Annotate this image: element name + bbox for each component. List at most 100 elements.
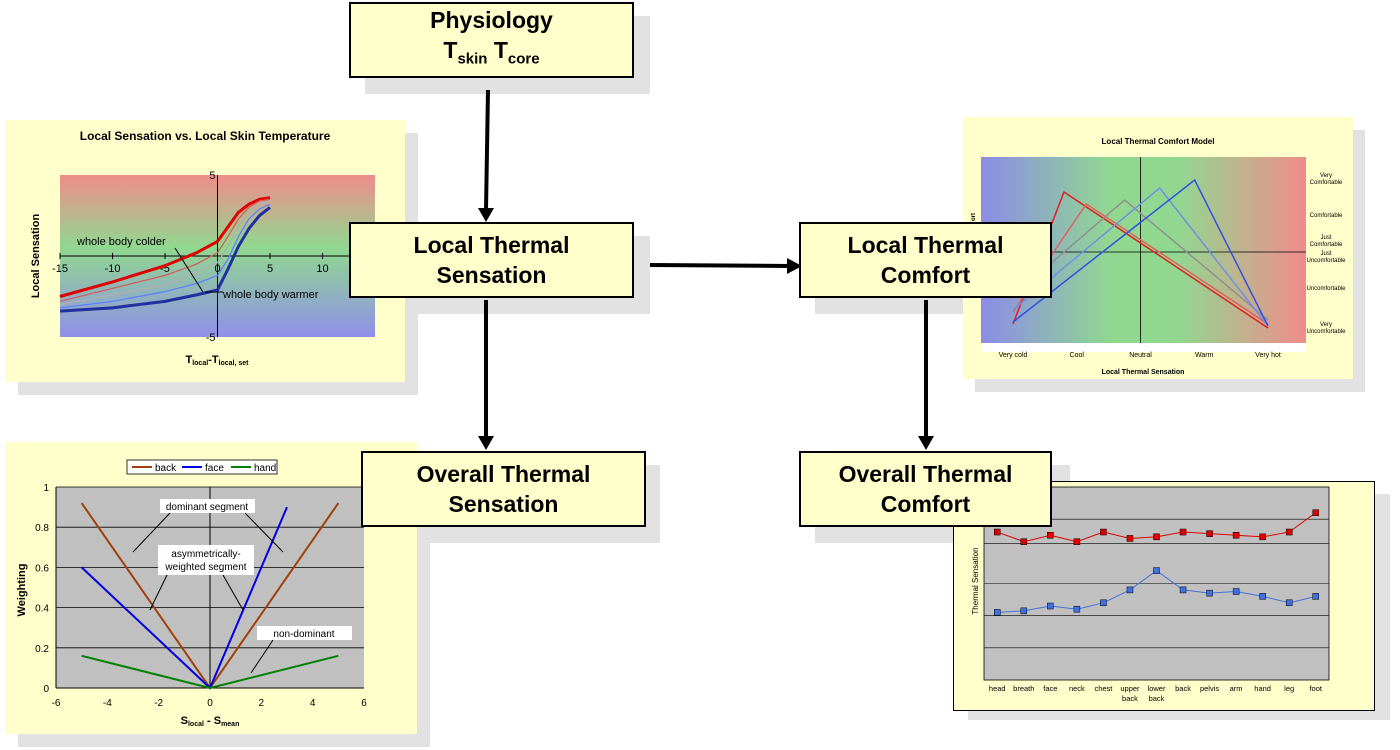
legend-hand: hand	[254, 463, 276, 474]
chart4-x-tick-label: breath	[1013, 684, 1034, 693]
overall-thermal-comfort-box: Overall Thermal Comfort	[799, 451, 1052, 527]
chart2-y-tick-label: Comfortable	[1310, 180, 1343, 186]
arrowhead-1	[478, 208, 494, 222]
chart2-y-tick-label: Very	[1320, 173, 1332, 179]
chart4-point	[994, 609, 1001, 616]
chart4-point	[1126, 586, 1134, 594]
chart3-ylabel: Weighting	[16, 564, 28, 617]
chart2-series-line	[1012, 186, 1269, 327]
overall-sensation-line2: Sensation	[448, 491, 559, 517]
chart3-x-tick-label: -6	[52, 698, 61, 709]
physiology-variables: Tskin Tcore	[443, 37, 540, 68]
overall-thermal-sensation-box: Overall Thermal Sensation	[361, 451, 646, 527]
chart1-series-line	[59, 203, 271, 309]
chart3-annotation-asym-2: weighted segment	[164, 562, 246, 573]
chart4-ylabel: Thermal Sensation	[971, 547, 980, 614]
physiology-title: Physiology	[430, 7, 553, 34]
local-thermal-comfort-box: Local Thermal Comfort	[799, 222, 1052, 298]
chart1-x-tick-label: 5	[267, 263, 273, 275]
chart2-y-tick-label: Uncomfortable	[1306, 286, 1346, 292]
chart3-x-tick-label: -2	[154, 698, 163, 709]
overall-sensation-line1: Overall Thermal	[416, 461, 591, 487]
chart3-x-tick-label: 2	[259, 698, 265, 709]
chart4-x-tick-label: arm	[1230, 684, 1243, 693]
chart4-point	[1073, 605, 1081, 613]
chart3-legend: back face hand	[126, 459, 278, 475]
chart1-y-tick-label: 5	[209, 170, 215, 182]
chart2-y-tick-label: Just	[1320, 235, 1331, 241]
chart4-point	[1179, 528, 1187, 536]
arrowhead-2	[478, 436, 494, 450]
chart4-point	[1312, 593, 1319, 600]
chart4-x-tick-label: face	[1043, 684, 1057, 693]
chart1-x-tick-label: 0	[214, 263, 220, 275]
chart2-x-tick-label: Cool	[1070, 352, 1085, 359]
chart4-x-tick-label: leg	[1284, 684, 1294, 693]
chart1-title: Local Sensation vs. Local Skin Temperatu…	[80, 129, 331, 143]
chart4-point	[1259, 593, 1266, 600]
chart4-point	[1073, 538, 1081, 545]
chart1-series-line	[59, 198, 271, 302]
chart1-annotation-arrow	[174, 247, 204, 293]
chart4-point	[1153, 567, 1160, 574]
chart1-ylabel: Local Sensation	[30, 214, 42, 299]
chart4-point	[1259, 533, 1266, 541]
chart3-y-tick-label: 0.4	[35, 604, 49, 615]
chart4-x-tick-label: lower	[1148, 684, 1166, 693]
chart3-series-line-hand	[81, 654, 339, 690]
chart2-ylabel: ort	[971, 213, 977, 221]
chart2-x-tick-label: Very hot	[1255, 352, 1281, 359]
chart3-y-tick-label: 0.8	[35, 523, 49, 534]
chart1-y-tick-label: -5	[206, 332, 216, 344]
skin-temp-sensation-chart: Local Sensation vs. Local Skin Temperatu…	[5, 120, 405, 382]
chart2-x-tick-label: Neutral	[1129, 352, 1152, 359]
chart4-point	[1206, 589, 1213, 597]
chart4-point	[1153, 533, 1160, 541]
chart1-x-tick-label: -10	[105, 263, 121, 275]
local-thermal-sensation-box: Local Thermal Sensation	[349, 222, 634, 298]
chart4-point	[1285, 599, 1293, 607]
chart3-annotation-asym-1: asymmetrically-	[171, 549, 240, 560]
overall-comfort-line2: Comfort	[880, 491, 971, 517]
chart3-x-tick-label: 4	[310, 698, 316, 709]
chart4-point	[1126, 535, 1134, 542]
local-comfort-line1: Local Thermal	[847, 232, 1004, 258]
chart4-x-tick-label: head	[989, 684, 1006, 693]
chart4-point	[1232, 588, 1240, 595]
chart4-point	[1312, 509, 1319, 516]
local-sensation-line1: Local Thermal	[413, 232, 570, 258]
physiology-box: Physiology Tskin Tcore	[349, 2, 634, 78]
chart3-y-tick-label: 0.2	[35, 644, 49, 655]
chart4-x-tick-label: back	[1149, 694, 1165, 703]
arrowhead-4	[918, 436, 934, 450]
chart1-x-tick-label: -15	[52, 263, 68, 275]
chart1-series-line	[59, 200, 271, 306]
chart3-x-tick-label: 6	[361, 698, 367, 709]
chart2-x-tick-label: Very cold	[999, 352, 1028, 359]
local-comfort-line2: Comfort	[880, 262, 971, 288]
legend-back: back	[155, 463, 177, 474]
chart3-x-tick-label: 0	[207, 698, 213, 709]
chart4-x-tick-label: chest	[1094, 684, 1113, 693]
comfort-model-chart: Local Thermal Comfort Model Very cold Coo…	[963, 117, 1353, 379]
chart4-point	[1020, 538, 1028, 545]
weighting-chart: -6 -4 -2 0 2 4 6 0 0.2 0.4 0.6 0.8 1 back face hand …	[5, 442, 417, 734]
local-sensation-line2: Sensation	[436, 262, 547, 288]
chart2-y-tick-label: Uncomfortable	[1306, 329, 1346, 335]
chart1-x-tick-label: 10	[316, 263, 328, 275]
chart3-y-tick-label: 0.6	[35, 563, 49, 574]
chart2-x-tick-label: Warm	[1195, 352, 1214, 359]
chart2-y-tick-label: Very	[1320, 322, 1332, 328]
chart2-series-line	[1012, 178, 1269, 327]
arrowhead-3	[787, 258, 802, 274]
chart4-point	[1285, 528, 1293, 536]
chart1-x-tick-label: -5	[160, 263, 170, 275]
chart4-x-tick-label: back	[1122, 694, 1138, 703]
chart4-x-tick-label: hand	[1254, 684, 1271, 693]
overall-comfort-line1: Overall Thermal	[838, 461, 1013, 487]
chart1-annotation-colder: whole body colder	[76, 236, 166, 248]
chart4-x-tick-label: pelvis	[1200, 684, 1219, 693]
chart3-y-tick-label: 1	[43, 483, 49, 494]
chart1-series-line	[59, 206, 271, 313]
chart3-xlabel: Slocal - Smean	[181, 715, 240, 728]
